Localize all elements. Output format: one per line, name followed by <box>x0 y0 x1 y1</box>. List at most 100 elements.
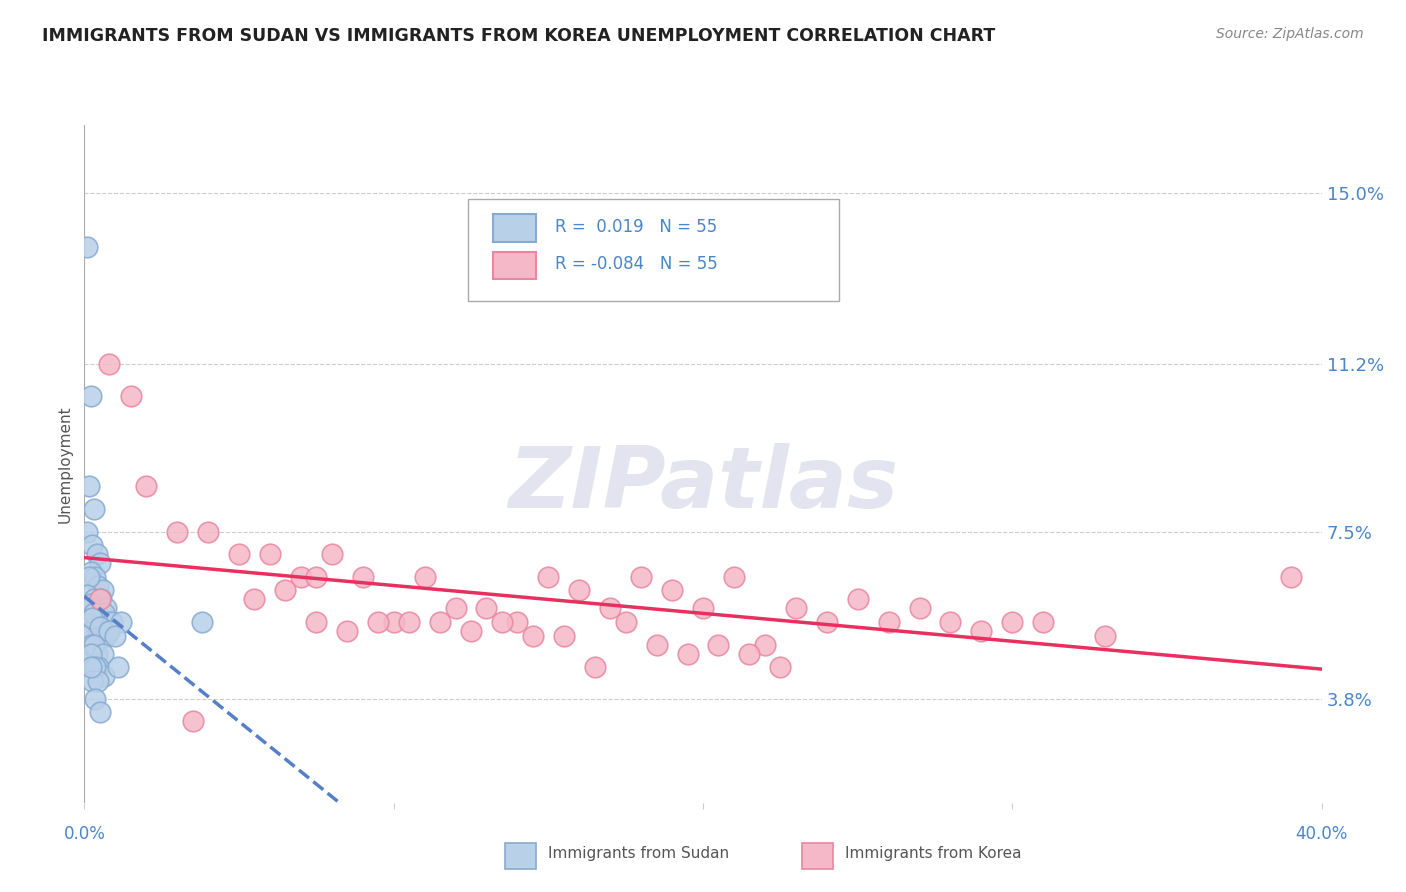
Text: 40.0%: 40.0% <box>1295 825 1348 844</box>
Point <box>120 389 142 403</box>
Point <box>76 601 98 615</box>
Point <box>89 592 111 607</box>
Point <box>305 570 328 584</box>
Point <box>89 556 111 570</box>
Point <box>86 647 108 661</box>
Point <box>101 615 124 629</box>
Point <box>382 615 405 629</box>
Point <box>645 638 668 652</box>
Point <box>79 597 101 611</box>
Point <box>785 601 807 615</box>
Point <box>939 615 962 629</box>
Point <box>321 547 343 561</box>
Point <box>692 601 714 615</box>
Point <box>107 660 129 674</box>
Point <box>398 615 420 629</box>
Point <box>84 691 107 706</box>
Text: IMMIGRANTS FROM SUDAN VS IMMIGRANTS FROM KOREA UNEMPLOYMENT CORRELATION CHART: IMMIGRANTS FROM SUDAN VS IMMIGRANTS FROM… <box>42 27 995 45</box>
Point <box>77 479 100 493</box>
Point <box>76 588 98 602</box>
Bar <box>505 843 536 869</box>
Point <box>79 647 101 661</box>
Point <box>877 615 900 629</box>
Point <box>84 570 107 584</box>
Point <box>83 606 105 620</box>
Point <box>83 592 105 607</box>
Point <box>93 669 115 683</box>
Point <box>815 615 838 629</box>
Point <box>76 240 98 254</box>
Point <box>444 601 467 615</box>
Point <box>243 592 266 607</box>
Point <box>290 570 312 584</box>
Point <box>86 601 108 615</box>
Point <box>754 638 776 652</box>
Bar <box>492 252 536 279</box>
Point <box>89 706 111 720</box>
Point <box>191 615 214 629</box>
Point <box>94 629 117 643</box>
FancyBboxPatch shape <box>468 200 839 301</box>
Point <box>82 624 104 638</box>
Point <box>352 570 374 584</box>
Point <box>77 570 100 584</box>
Point <box>83 638 105 652</box>
Text: ZIPatlas: ZIPatlas <box>508 442 898 525</box>
Point <box>86 615 108 629</box>
Point <box>197 524 219 539</box>
Point <box>522 629 544 643</box>
Point <box>460 624 482 638</box>
Text: R =  0.019   N = 55: R = 0.019 N = 55 <box>554 218 717 235</box>
Point <box>429 615 451 629</box>
Bar <box>492 214 536 242</box>
Text: Immigrants from Korea: Immigrants from Korea <box>845 847 1022 861</box>
Point <box>367 615 389 629</box>
Point <box>110 615 132 629</box>
Point <box>76 524 98 539</box>
Point <box>707 638 730 652</box>
Point <box>82 610 104 624</box>
Point <box>90 592 112 607</box>
Point <box>475 601 498 615</box>
Point <box>228 547 250 561</box>
Text: Source: ZipAtlas.com: Source: ZipAtlas.com <box>1216 27 1364 41</box>
Point <box>89 615 111 629</box>
Point <box>91 624 114 638</box>
Point <box>93 606 115 620</box>
Point <box>94 601 117 615</box>
Point <box>661 583 683 598</box>
Bar <box>801 843 832 869</box>
Point <box>769 660 792 674</box>
Point <box>77 619 100 633</box>
Point <box>135 479 157 493</box>
Point <box>274 583 297 598</box>
Point <box>84 660 107 674</box>
Point <box>1032 615 1054 629</box>
Point <box>738 647 761 661</box>
Point <box>1094 629 1116 643</box>
Point <box>166 524 188 539</box>
Point <box>1001 615 1024 629</box>
Point <box>82 673 104 688</box>
Point <box>336 624 359 638</box>
Point <box>87 579 110 593</box>
Point <box>82 538 104 552</box>
Point <box>83 502 105 516</box>
Point <box>970 624 993 638</box>
Point <box>181 714 204 729</box>
Point <box>86 547 108 561</box>
Point <box>79 601 101 615</box>
Point <box>87 660 110 674</box>
Point <box>79 638 101 652</box>
Point <box>614 615 637 629</box>
Point <box>1279 570 1302 584</box>
Point <box>79 389 101 403</box>
Point <box>83 610 105 624</box>
Point <box>537 570 560 584</box>
Point <box>104 629 127 643</box>
Point <box>98 358 121 372</box>
Point <box>91 583 114 598</box>
Point <box>259 547 281 561</box>
Point <box>79 660 101 674</box>
Point <box>305 615 328 629</box>
